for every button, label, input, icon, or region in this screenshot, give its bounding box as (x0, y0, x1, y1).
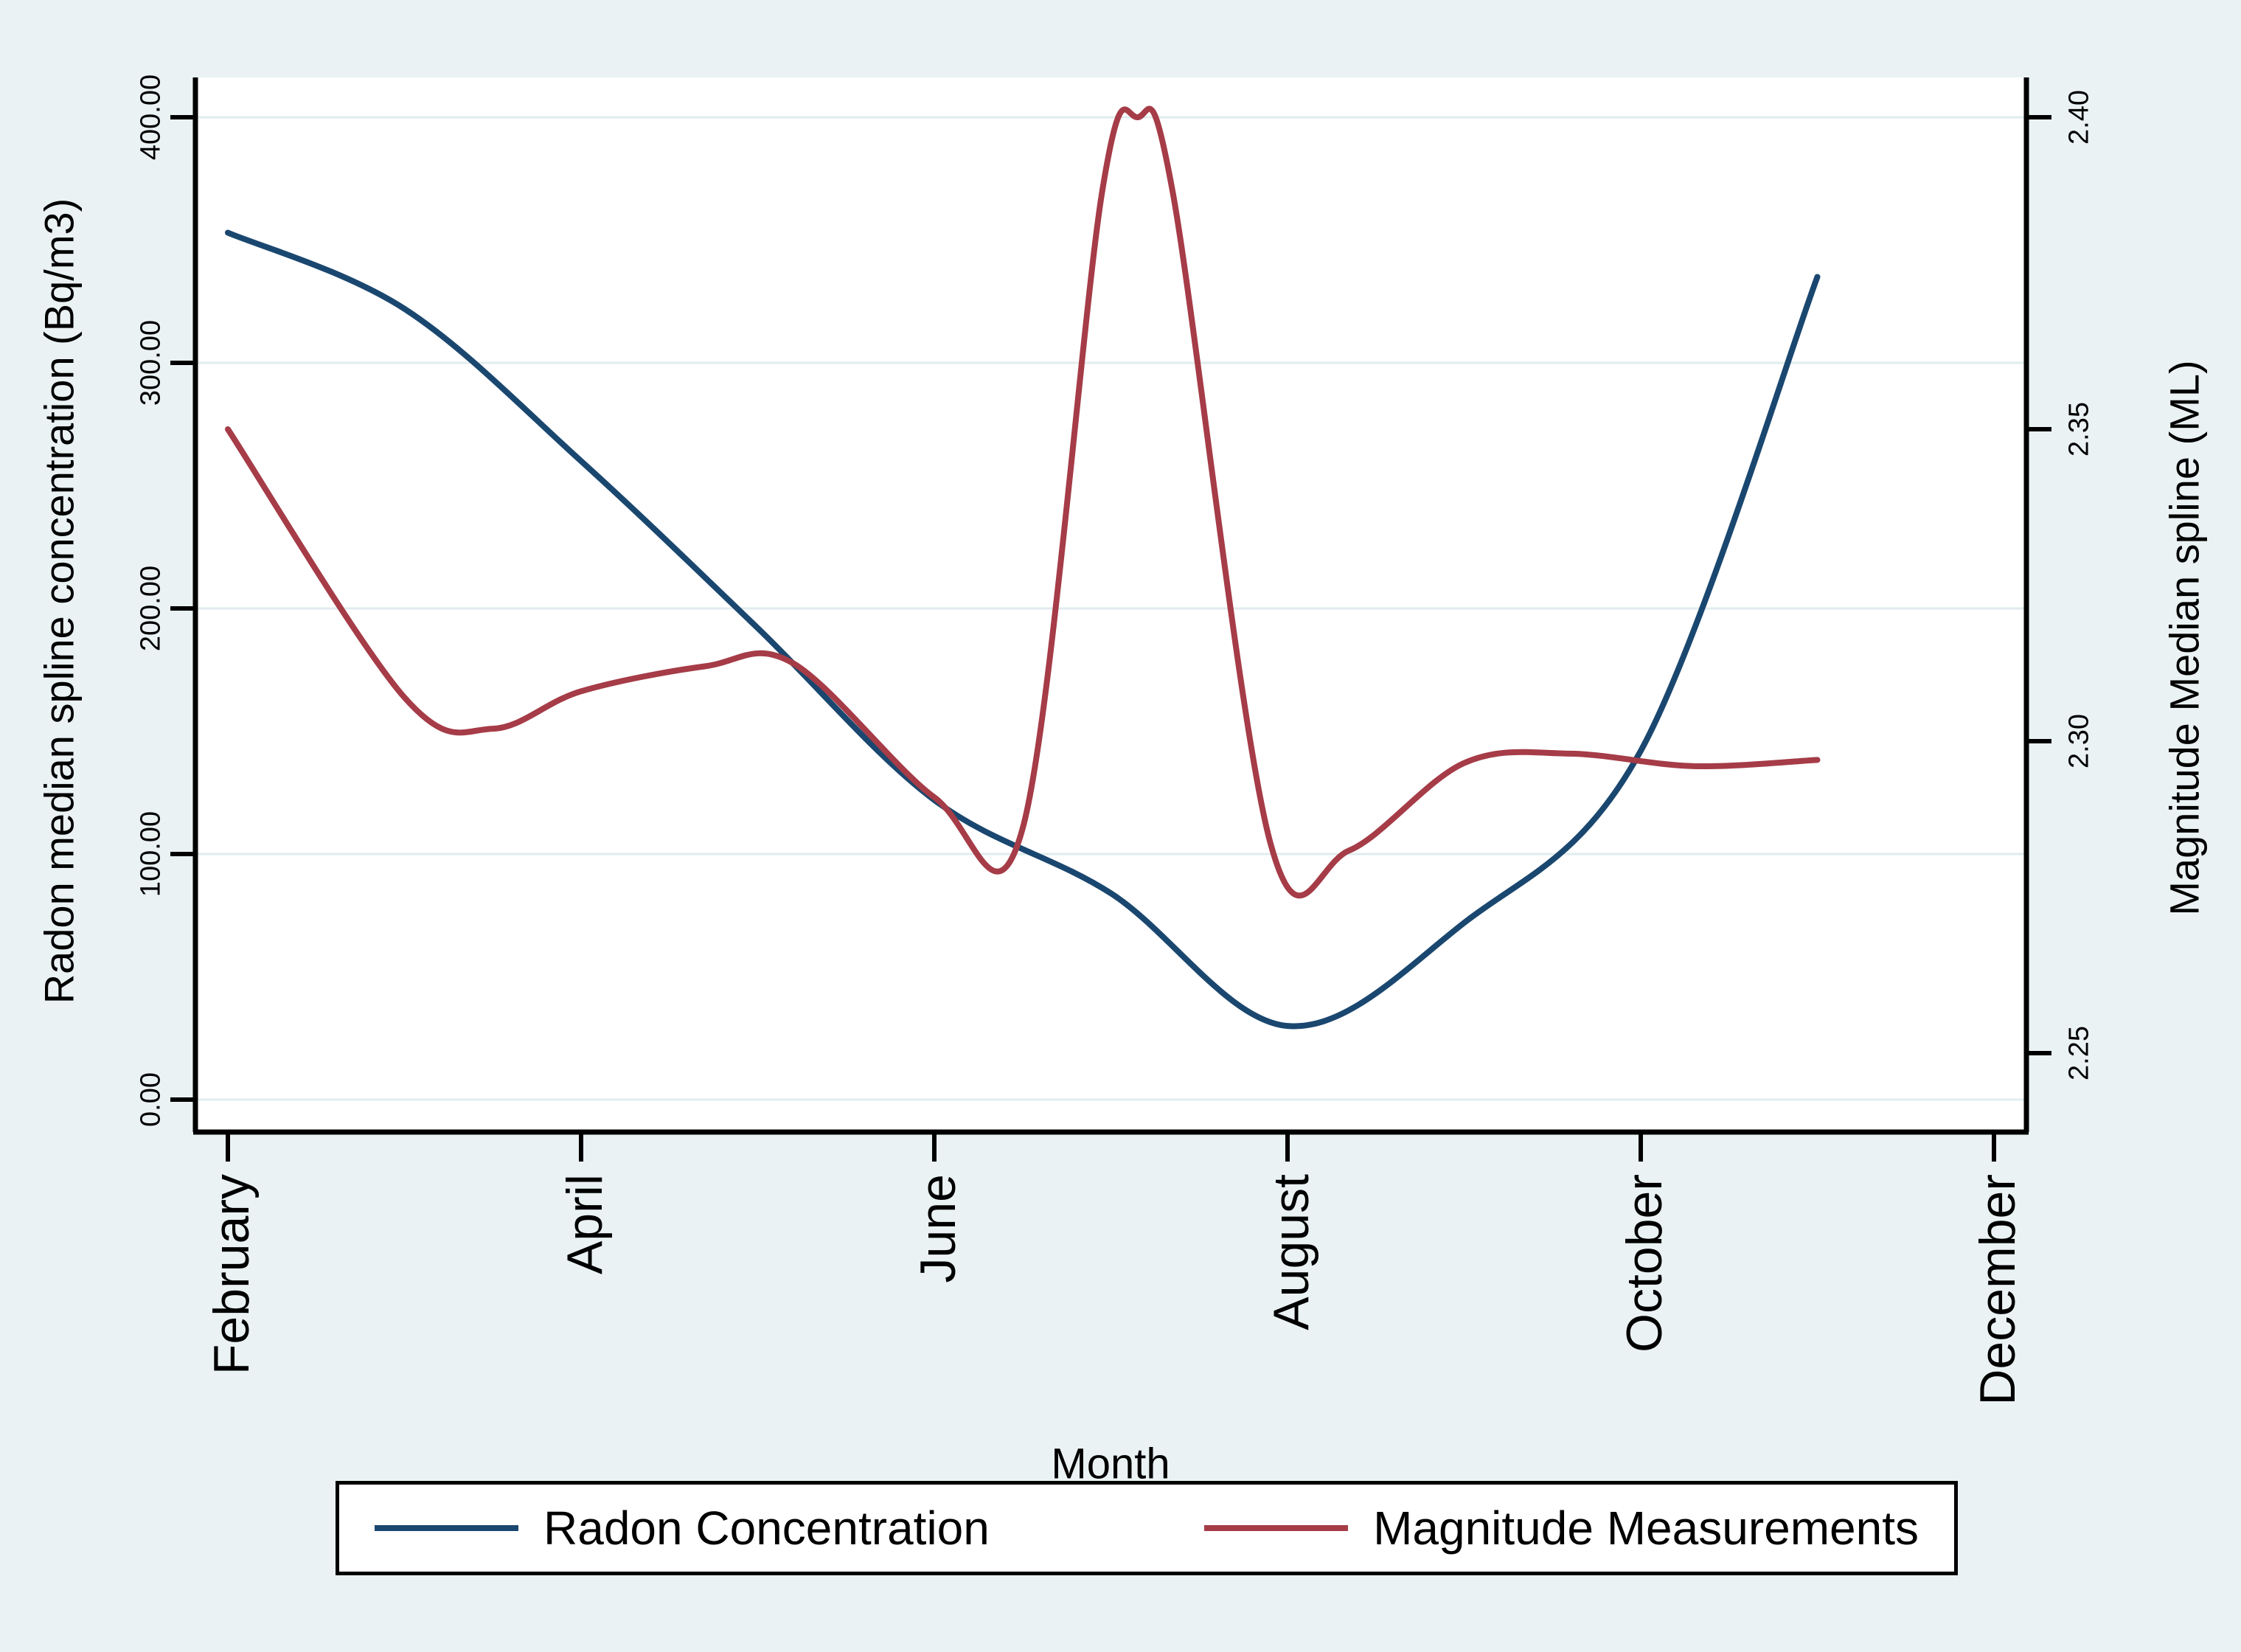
right-axis-tick-label: 2.35 (2063, 402, 2095, 457)
x-axis-tick-label: December (1970, 1174, 2026, 1406)
left-axis-tick-label: 400.00 (135, 74, 167, 161)
legend-label-radon: Radon Concentration (543, 1502, 990, 1555)
plot-background (195, 77, 2026, 1132)
magnitude-line-swatch (1204, 1525, 1349, 1531)
radon-line-swatch (375, 1525, 518, 1531)
x-axis-tick-label: February (204, 1174, 260, 1375)
x-axis-tick-label: June (910, 1174, 966, 1283)
x-axis-title: Month (1051, 1440, 1170, 1488)
left-axis-tick-label: 0.00 (135, 1072, 167, 1127)
left-axis-tick-label: 300.00 (135, 319, 167, 406)
legend-item-magnitude: Magnitude Measurements (1204, 1501, 1919, 1555)
right-axis-tick-label: 2.25 (2063, 1026, 2095, 1080)
legend-label-magnitude: Magnitude Measurements (1373, 1502, 1919, 1555)
left-y-axis-title: Radon median spline concentration (Bq/m3… (35, 198, 83, 1004)
radon-concentration-line (225, 229, 1821, 1030)
magnitude-measurements-line (225, 105, 1821, 899)
right-y-axis-title: Magnitude Median spline (ML) (2161, 360, 2208, 916)
left-axis-tick-label: 200.00 (135, 565, 167, 652)
legend: Radon Concentration Magnitude Measuremen… (336, 1481, 1958, 1575)
x-axis-tick-label: April (557, 1174, 613, 1275)
x-axis-tick-label: October (1616, 1174, 1672, 1353)
x-axis-tick-label: August (1263, 1174, 1319, 1330)
legend-item-radon: Radon Concentration (375, 1501, 990, 1555)
right-axis-tick-label: 2.30 (2063, 714, 2095, 768)
right-axis-tick-label: 2.40 (2063, 90, 2095, 145)
left-axis-tick-label: 100.00 (135, 811, 167, 898)
